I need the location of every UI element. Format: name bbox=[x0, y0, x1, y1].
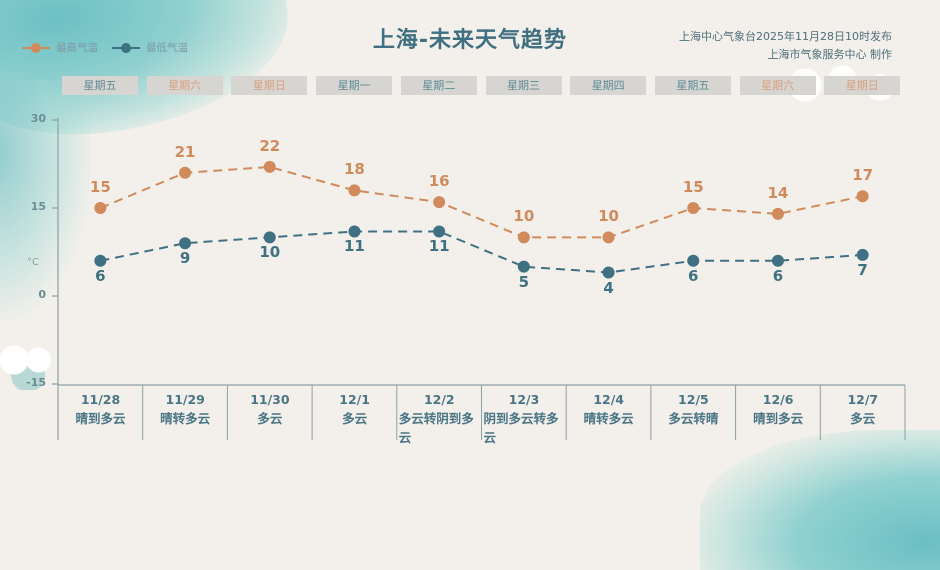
producer-info: 上海市气象服务中心 制作 bbox=[767, 48, 893, 61]
day-column: 11/28 晴到多云 bbox=[58, 390, 143, 428]
high-temp-label: 10 bbox=[513, 207, 535, 226]
weekday-chip: 星期二 bbox=[400, 76, 477, 95]
high-temp-label: 15 bbox=[89, 178, 111, 196]
high-temp-point bbox=[602, 231, 615, 244]
low-temp-label: 5 bbox=[518, 272, 530, 291]
weather-label: 晴转多云 bbox=[160, 411, 211, 426]
high-temp-point bbox=[771, 207, 784, 220]
weather-label: 晴到多云 bbox=[75, 411, 126, 426]
day-column: 12/6 晴到多云 bbox=[736, 390, 821, 428]
high-temp-label: 10 bbox=[598, 207, 619, 226]
high-temp-label: 16 bbox=[428, 172, 450, 191]
low-temp-label: 7 bbox=[857, 260, 868, 279]
chart-legend: 最高气温 最低气温 bbox=[22, 40, 188, 55]
high-temp-point bbox=[433, 196, 446, 209]
high-temp-point bbox=[179, 166, 192, 179]
low-temp-point bbox=[856, 248, 869, 261]
weekday-chip: 星期三 bbox=[485, 76, 562, 95]
low-temp-point bbox=[771, 254, 784, 267]
low-temp-point bbox=[94, 254, 107, 267]
weather-label: 多云 bbox=[257, 411, 283, 426]
low-temp-point bbox=[602, 266, 615, 279]
high-temp-label: 21 bbox=[174, 142, 196, 161]
low-temp-label: 9 bbox=[179, 249, 191, 268]
low-temp-label: 11 bbox=[428, 237, 450, 256]
low-temp-label: 4 bbox=[603, 278, 614, 297]
high-temp-point bbox=[94, 202, 107, 214]
publisher-info: 上海中心气象台2025年11月28日10时发布 bbox=[679, 30, 892, 43]
date-label: 11/28 bbox=[80, 392, 121, 407]
legend-label-low: 最低气温 bbox=[146, 42, 188, 54]
high-temp-line bbox=[99, 165, 863, 239]
low-temp-point bbox=[433, 225, 446, 238]
legend-label-high: 最高气温 bbox=[56, 42, 98, 54]
day-column: 12/2 多云转阴到多云 bbox=[397, 390, 482, 447]
low-temp-label: 6 bbox=[95, 266, 106, 285]
date-label: 12/6 bbox=[762, 392, 794, 407]
y-tick-label: 0 bbox=[38, 288, 46, 301]
y-tick-label: 15 bbox=[30, 200, 46, 213]
y-tick-label: -15 bbox=[26, 376, 46, 389]
low-temp-label: 10 bbox=[259, 243, 281, 262]
weekday-chip: 星期六 bbox=[739, 76, 816, 95]
weather-label: 多云 bbox=[850, 411, 876, 426]
page-title: 上海-未来天气趋势 bbox=[372, 28, 568, 53]
high-temp-point bbox=[687, 202, 700, 214]
y-tick-label: 30 bbox=[30, 112, 46, 125]
low-temp-label: 11 bbox=[344, 237, 365, 256]
day-column: 12/5 多云转晴 bbox=[651, 390, 736, 428]
weather-label: 多云 bbox=[342, 411, 368, 426]
day-column: 12/3 阴到多云转多云 bbox=[482, 390, 567, 447]
low-series-marker-icon bbox=[112, 42, 140, 53]
date-label: 11/29 bbox=[165, 392, 205, 407]
date-label: 12/7 bbox=[847, 392, 879, 407]
date-label: 12/2 bbox=[423, 392, 455, 407]
date-label: 12/3 bbox=[508, 392, 540, 407]
high-temp-label: 17 bbox=[852, 166, 874, 185]
low-temp-line bbox=[100, 230, 863, 274]
weekday-chip: 星期五 bbox=[62, 76, 138, 95]
weather-label: 晴转多云 bbox=[583, 411, 634, 426]
low-temp-point bbox=[263, 231, 276, 244]
temperature-chart bbox=[52, 118, 906, 440]
legend-item-high: 最高气温 bbox=[22, 40, 98, 55]
date-label: 12/1 bbox=[339, 392, 370, 407]
weather-label: 多云转阴到多云 bbox=[398, 411, 474, 445]
date-label: 12/4 bbox=[593, 392, 625, 407]
high-series-marker-icon bbox=[22, 42, 50, 53]
day-column: 11/29 晴转多云 bbox=[143, 390, 228, 428]
weather-label: 多云转晴 bbox=[668, 411, 719, 426]
high-temp-label: 15 bbox=[682, 178, 704, 196]
day-column: 11/30 多云 bbox=[227, 390, 312, 428]
legend-item-low: 最低气温 bbox=[112, 40, 188, 55]
y-axis-unit: °C bbox=[27, 257, 39, 268]
weekday-chip: 星期六 bbox=[146, 76, 223, 95]
high-temp-label: 14 bbox=[767, 183, 789, 202]
low-temp-point bbox=[348, 225, 361, 238]
weekday-chip: 星期四 bbox=[570, 76, 647, 95]
high-temp-point bbox=[263, 160, 276, 173]
weather-label: 阴到多云转多云 bbox=[483, 411, 559, 445]
weekday-chip: 星期五 bbox=[654, 76, 731, 95]
day-column: 12/7 多云 bbox=[820, 390, 905, 428]
day-column: 12/4 晴转多云 bbox=[566, 390, 651, 428]
high-temp-point bbox=[856, 190, 869, 203]
weekday-chip: 星期一 bbox=[316, 76, 393, 95]
day-column: 12/1 多云 bbox=[312, 390, 397, 428]
weekday-chip: 星期日 bbox=[231, 76, 308, 95]
low-temp-label: 6 bbox=[772, 266, 784, 285]
high-temp-label: 22 bbox=[259, 136, 281, 155]
high-temp-label: 18 bbox=[344, 160, 365, 179]
low-temp-point bbox=[179, 237, 192, 250]
low-temp-point bbox=[687, 254, 700, 267]
high-temp-point bbox=[517, 231, 530, 244]
weekday-chip: 星期日 bbox=[824, 76, 901, 95]
date-label: 12/5 bbox=[678, 392, 709, 407]
low-temp-point bbox=[517, 260, 530, 273]
weather-label: 晴到多云 bbox=[753, 411, 804, 426]
date-label: 11/30 bbox=[250, 392, 290, 407]
high-temp-point bbox=[348, 184, 361, 197]
low-temp-label: 6 bbox=[688, 266, 699, 285]
